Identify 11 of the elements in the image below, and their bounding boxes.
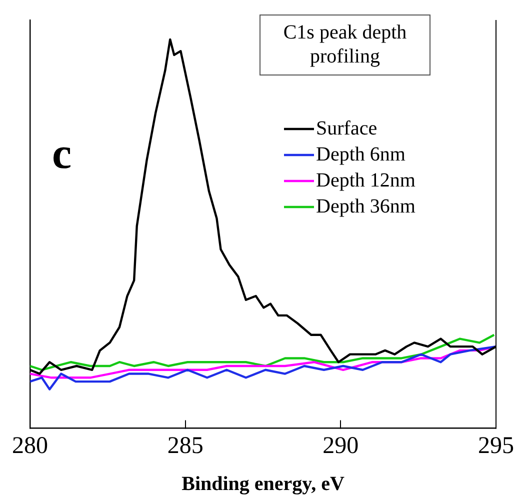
annotation: c	[52, 129, 72, 178]
x-tick-label: 295	[478, 432, 514, 459]
legend-label: Surface	[316, 117, 378, 140]
legend-label: Depth 36nm	[316, 195, 416, 218]
x-tick-label: 290	[322, 432, 359, 459]
x-axis-title: Binding energy, eV	[182, 473, 345, 496]
legend-label: Depth 6nm	[316, 143, 406, 166]
x-tick-label: 285	[167, 432, 204, 459]
x-tick-label: 280	[12, 432, 48, 459]
chart-title: C1s peak depth profiling	[283, 21, 407, 68]
legend-label: Depth 12nm	[316, 169, 416, 192]
